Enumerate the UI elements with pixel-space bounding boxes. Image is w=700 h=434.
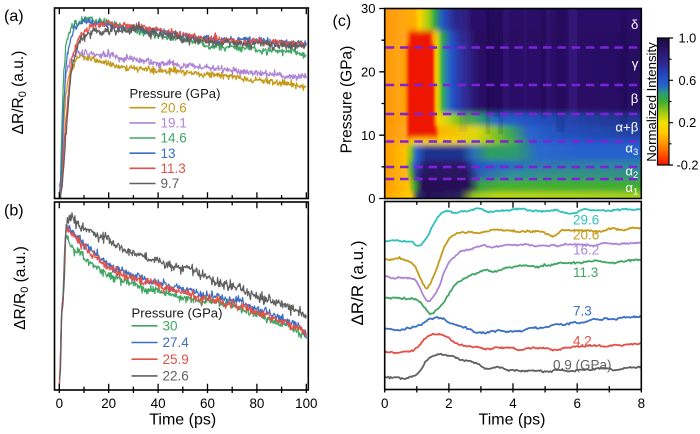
svg-text:ΔR/R0 (a.u.): ΔR/R0 (a.u.) bbox=[10, 51, 29, 135]
svg-text:Pressure (GPa): Pressure (GPa) bbox=[130, 86, 221, 101]
svg-text:29.6: 29.6 bbox=[573, 213, 599, 228]
svg-text:27.4: 27.4 bbox=[163, 335, 190, 350]
svg-text:0: 0 bbox=[368, 191, 375, 206]
svg-text:80: 80 bbox=[249, 396, 264, 411]
svg-text:16.2: 16.2 bbox=[573, 243, 599, 258]
svg-text:Time (ps): Time (ps) bbox=[479, 412, 546, 429]
svg-text:11.3: 11.3 bbox=[161, 161, 186, 176]
svg-text:4: 4 bbox=[509, 396, 517, 411]
svg-text:40: 40 bbox=[151, 396, 166, 411]
svg-text:100: 100 bbox=[295, 396, 317, 411]
svg-text:13: 13 bbox=[161, 146, 176, 161]
svg-text:20.6: 20.6 bbox=[161, 100, 187, 115]
svg-text:4.2: 4.2 bbox=[573, 334, 592, 349]
svg-text:ΔR/R (a.u.): ΔR/R (a.u.) bbox=[348, 240, 367, 325]
svg-text:0: 0 bbox=[56, 396, 63, 411]
svg-text:30: 30 bbox=[361, 1, 375, 16]
svg-text:9.7: 9.7 bbox=[161, 176, 180, 191]
svg-text:25.9: 25.9 bbox=[163, 352, 189, 367]
svg-text:0.2: 0.2 bbox=[679, 115, 697, 130]
svg-text:60: 60 bbox=[200, 396, 215, 411]
svg-text:6: 6 bbox=[573, 396, 580, 411]
svg-text:Pressure (GPa): Pressure (GPa) bbox=[339, 46, 356, 154]
svg-text:20: 20 bbox=[101, 396, 116, 411]
svg-text:-0.2: -0.2 bbox=[677, 158, 699, 173]
svg-text:Pressure (GPa): Pressure (GPa) bbox=[132, 306, 223, 321]
svg-text:7.3: 7.3 bbox=[573, 304, 592, 319]
svg-text:11.3: 11.3 bbox=[573, 265, 598, 280]
svg-text:2: 2 bbox=[445, 396, 452, 411]
svg-text:0: 0 bbox=[381, 396, 388, 411]
svg-text:19.1: 19.1 bbox=[161, 116, 187, 131]
svg-text:20: 20 bbox=[361, 64, 375, 79]
svg-text:30: 30 bbox=[163, 318, 178, 333]
svg-text:1.0: 1.0 bbox=[679, 31, 697, 46]
svg-text:20.6: 20.6 bbox=[573, 228, 599, 243]
svg-text:γ: γ bbox=[632, 56, 639, 71]
svg-text:(a): (a) bbox=[4, 8, 24, 25]
svg-text:ΔR/R0 (a.u.): ΔR/R0 (a.u.) bbox=[12, 246, 31, 330]
svg-text:22.6: 22.6 bbox=[163, 369, 189, 384]
svg-text:δ: δ bbox=[631, 17, 638, 32]
svg-text:β: β bbox=[631, 91, 639, 106]
svg-text:10: 10 bbox=[361, 128, 375, 143]
svg-text:0.9 (GPa): 0.9 (GPa) bbox=[553, 358, 612, 373]
svg-text:0.6: 0.6 bbox=[679, 73, 697, 88]
svg-text:α+β: α+β bbox=[615, 120, 638, 135]
svg-text:8: 8 bbox=[638, 396, 645, 411]
svg-text:Time (ps): Time (ps) bbox=[149, 412, 216, 429]
svg-text:(c): (c) bbox=[333, 13, 352, 30]
svg-text:Normalized Intensity: Normalized Intensity bbox=[644, 42, 659, 162]
svg-text:14.6: 14.6 bbox=[161, 131, 187, 146]
svg-text:(b): (b) bbox=[4, 203, 24, 220]
